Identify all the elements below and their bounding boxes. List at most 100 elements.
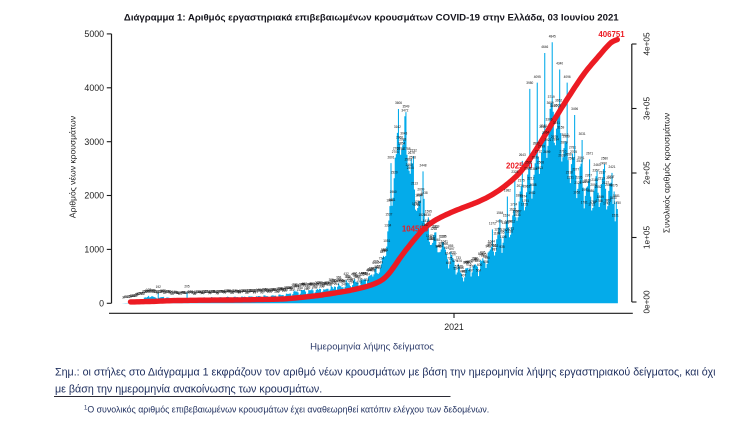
svg-text:120: 120: [251, 289, 256, 293]
svg-text:2854: 2854: [398, 142, 405, 146]
svg-text:124: 124: [250, 289, 255, 293]
svg-text:443: 443: [358, 272, 363, 276]
svg-text:94: 94: [180, 290, 184, 294]
svg-text:1788: 1788: [596, 199, 603, 203]
svg-text:2147: 2147: [580, 180, 587, 184]
svg-text:2781: 2781: [569, 146, 576, 150]
svg-text:445: 445: [362, 272, 367, 276]
svg-text:32: 32: [132, 294, 136, 298]
svg-text:2061: 2061: [523, 184, 530, 188]
svg-text:120: 120: [161, 289, 166, 293]
svg-text:0: 0: [99, 298, 104, 308]
svg-text:1595: 1595: [425, 210, 432, 214]
svg-text:100: 100: [153, 290, 158, 294]
svg-text:4340: 4340: [556, 62, 563, 66]
svg-text:84: 84: [230, 291, 234, 295]
svg-text:1564: 1564: [496, 211, 503, 215]
svg-text:112: 112: [234, 289, 239, 293]
svg-text:129: 129: [150, 289, 155, 293]
svg-text:246: 246: [299, 282, 304, 286]
svg-text:116: 116: [151, 289, 156, 293]
svg-text:2448: 2448: [420, 164, 427, 168]
svg-text:316: 316: [338, 278, 343, 282]
svg-text:1938: 1938: [421, 191, 428, 195]
svg-text:1632: 1632: [509, 208, 516, 212]
svg-text:1412: 1412: [508, 219, 515, 223]
svg-text:118: 118: [224, 289, 229, 293]
svg-text:246: 246: [301, 282, 306, 286]
svg-text:3609: 3609: [547, 101, 554, 105]
svg-text:2320: 2320: [391, 171, 398, 175]
svg-text:573: 573: [470, 265, 475, 269]
svg-text:1044: 1044: [488, 239, 495, 243]
svg-text:86: 86: [183, 291, 187, 295]
svg-text:432: 432: [344, 272, 349, 276]
svg-text:246: 246: [314, 282, 319, 286]
svg-text:2643: 2643: [519, 153, 526, 157]
svg-text:171: 171: [290, 286, 295, 290]
svg-text:242: 242: [307, 282, 312, 286]
svg-text:160: 160: [276, 287, 281, 291]
svg-text:1130: 1130: [439, 235, 446, 239]
svg-text:1530: 1530: [424, 213, 431, 217]
svg-text:1252: 1252: [501, 228, 508, 232]
svg-text:2317: 2317: [599, 171, 606, 175]
svg-text:4: 4: [123, 295, 125, 299]
svg-text:1408: 1408: [495, 220, 502, 224]
svg-text:2226: 2226: [575, 176, 582, 180]
svg-text:86: 86: [245, 291, 249, 295]
svg-text:75: 75: [215, 291, 219, 295]
svg-text:1524: 1524: [503, 213, 510, 217]
svg-text:2318: 2318: [566, 171, 573, 175]
svg-text:534: 534: [369, 267, 374, 271]
svg-text:5: 5: [125, 295, 127, 299]
svg-text:2217: 2217: [606, 176, 613, 180]
svg-text:1408: 1408: [505, 220, 512, 224]
svg-text:504: 504: [476, 268, 481, 272]
svg-text:897: 897: [449, 247, 454, 251]
svg-text:2563: 2563: [405, 157, 412, 161]
svg-text:945: 945: [436, 245, 441, 249]
svg-text:1716: 1716: [413, 203, 420, 207]
svg-text:132: 132: [254, 288, 259, 292]
svg-text:79: 79: [186, 291, 190, 295]
svg-text:534: 534: [453, 267, 458, 271]
svg-text:337: 337: [350, 277, 355, 281]
svg-text:571: 571: [455, 265, 460, 269]
svg-text:1533: 1533: [513, 213, 520, 217]
svg-text:267: 267: [315, 281, 320, 285]
svg-text:4646: 4646: [541, 45, 548, 49]
svg-text:127: 127: [248, 289, 253, 293]
svg-text:2146: 2146: [583, 180, 590, 184]
svg-text:79: 79: [223, 291, 227, 295]
svg-text:809: 809: [478, 252, 483, 256]
svg-text:442: 442: [361, 272, 366, 276]
svg-text:2933: 2933: [399, 137, 406, 141]
svg-text:2267: 2267: [585, 173, 592, 177]
svg-text:119: 119: [282, 289, 287, 293]
svg-text:1063: 1063: [433, 238, 440, 242]
svg-text:2508: 2508: [537, 160, 544, 164]
svg-text:1334: 1334: [384, 224, 391, 228]
svg-text:142: 142: [273, 288, 278, 292]
svg-text:163: 163: [277, 287, 282, 291]
svg-text:135: 135: [256, 288, 261, 292]
svg-text:2879: 2879: [560, 140, 567, 144]
svg-text:236: 236: [326, 283, 331, 287]
svg-text:2237: 2237: [607, 175, 614, 179]
svg-text:701: 701: [474, 258, 479, 262]
svg-text:110: 110: [158, 290, 163, 294]
svg-text:2e+05: 2e+05: [643, 161, 652, 184]
svg-text:1889: 1889: [516, 194, 523, 198]
svg-text:1804: 1804: [386, 198, 393, 202]
svg-text:115: 115: [159, 289, 164, 293]
svg-text:100: 100: [188, 290, 193, 294]
svg-text:1372: 1372: [489, 222, 496, 226]
svg-text:253: 253: [322, 282, 327, 286]
svg-text:74: 74: [208, 292, 212, 296]
svg-text:328: 328: [364, 278, 369, 282]
svg-text:954: 954: [437, 244, 442, 248]
svg-text:4000: 4000: [84, 83, 104, 93]
svg-text:523: 523: [368, 267, 373, 271]
svg-text:510: 510: [367, 268, 372, 272]
